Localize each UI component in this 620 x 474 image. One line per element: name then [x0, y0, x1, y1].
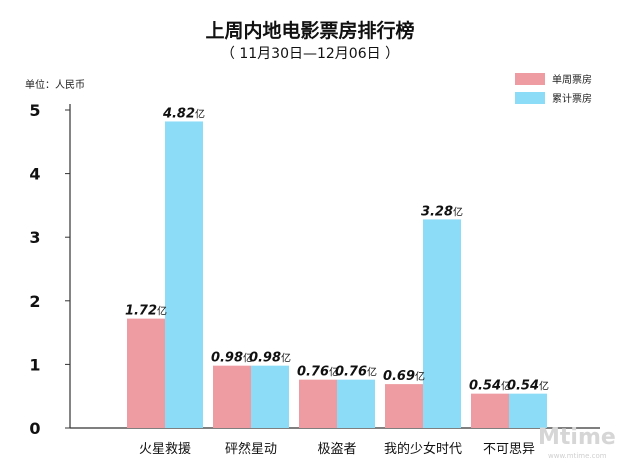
- bar-single-week: [471, 393, 509, 428]
- data-label: 1.72亿: [125, 304, 167, 319]
- watermark: Mtime www.mtime.com: [538, 425, 616, 460]
- legend-label-single-week: 单周票房: [552, 73, 592, 86]
- data-label-unit: 亿: [195, 107, 205, 120]
- bar-cumulative: [337, 379, 375, 428]
- bar-cumulative: [251, 365, 289, 428]
- data-label-unit: 亿: [281, 352, 291, 365]
- x-tick-label: 火星救援: [139, 441, 191, 457]
- data-label-value: 1.72: [125, 304, 157, 319]
- data-label-unit: 亿: [157, 305, 167, 318]
- data-label: 0.98亿: [249, 351, 291, 366]
- data-label: 0.76亿: [335, 365, 377, 380]
- data-label: 0.76亿: [297, 365, 339, 380]
- x-tick-label: 砰然星动: [225, 441, 277, 457]
- data-label: 0.98亿: [211, 351, 253, 366]
- y-tick-label: 1: [29, 355, 40, 374]
- y-tick-label: 5: [29, 101, 40, 120]
- data-label: 4.82亿: [162, 106, 205, 121]
- legend: 单周票房 累计票房: [515, 73, 592, 105]
- data-label: 0.69亿: [383, 369, 425, 384]
- y-tick-label: 2: [29, 292, 40, 311]
- data-label: 0.54亿: [469, 379, 511, 394]
- data-label: 3.28亿: [421, 204, 463, 219]
- watermark-logo: Mtime: [538, 425, 616, 450]
- data-label-value: 0.76: [335, 365, 367, 380]
- data-label-value: 0.98: [211, 351, 243, 366]
- data-label-unit: 亿: [415, 370, 425, 383]
- bar-cumulative: [423, 219, 461, 428]
- data-label-unit: 亿: [539, 380, 549, 393]
- chart-subtitle: （ 11月30日—12月06日 ）: [221, 46, 399, 62]
- watermark-url: www.mtime.com: [548, 452, 607, 460]
- bar-single-week: [213, 365, 251, 428]
- x-axis-ticks: 火星救援 砰然星动 极盗者 我的少女时代 不可思异: [139, 441, 535, 457]
- data-label-value: 0.98: [249, 351, 281, 366]
- data-label-unit: 亿: [501, 380, 511, 393]
- legend-swatch-single-week: [515, 73, 545, 85]
- data-label-value: 0.54: [507, 379, 539, 394]
- bar-single-week: [299, 379, 337, 428]
- bar-cumulative: [165, 121, 203, 428]
- data-label-value: 0.69: [383, 369, 415, 384]
- data-label-unit: 亿: [453, 205, 463, 218]
- bars: [127, 121, 547, 428]
- unit-label: 单位：人民币: [25, 78, 85, 91]
- chart-title: 上周内地电影票房排行榜: [205, 19, 414, 42]
- data-label-value: 0.54: [469, 379, 501, 394]
- data-label-value: 0.76: [297, 365, 329, 380]
- x-tick-label: 不可思异: [483, 442, 535, 457]
- data-label-value: 4.82: [162, 106, 195, 121]
- data-label-unit: 亿: [329, 366, 339, 379]
- data-label-unit: 亿: [243, 352, 253, 365]
- y-tick-label: 3: [29, 228, 40, 247]
- bar-cumulative: [509, 393, 547, 428]
- legend-swatch-cumulative: [515, 92, 545, 104]
- y-tick-label: 0: [29, 419, 40, 438]
- x-tick-label: 极盗者: [317, 441, 356, 457]
- x-tick-label: 我的少女时代: [384, 441, 462, 457]
- data-label-value: 3.28: [421, 204, 453, 219]
- legend-label-cumulative: 累计票房: [552, 92, 592, 105]
- data-label: 0.54亿: [507, 379, 549, 394]
- data-label-unit: 亿: [367, 366, 377, 379]
- y-tick-label: 4: [29, 165, 40, 184]
- y-axis-ticks: 0 1 2 3 4 5: [29, 101, 70, 438]
- bar-single-week: [385, 384, 423, 428]
- bar-single-week: [127, 318, 165, 428]
